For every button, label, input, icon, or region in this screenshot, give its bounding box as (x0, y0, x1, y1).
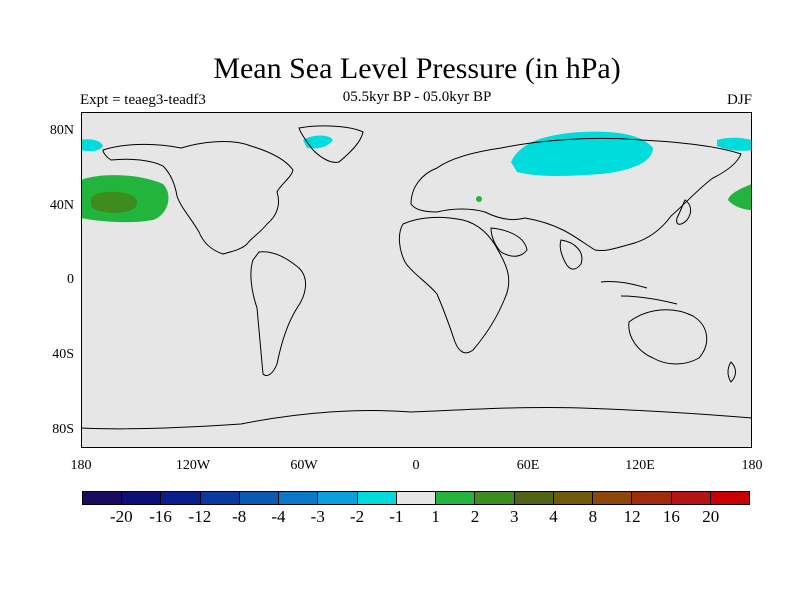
lon-label-120w: 120W (175, 458, 211, 473)
map-title: Mean Sea Level Pressure (in hPa) (213, 52, 621, 85)
lon-label-180w: 180 (70, 458, 92, 473)
colorbar-swatch (396, 492, 437, 504)
world-map (81, 112, 752, 448)
colorbar-label: -20 (109, 507, 133, 526)
coast-japan (676, 199, 692, 225)
colorbar-swatch (436, 492, 476, 504)
colorbar-label: 2 (470, 507, 480, 526)
anomaly-northwest-pacific (728, 184, 752, 210)
colorbar-swatch (83, 492, 123, 504)
colorbar-label: -16 (149, 507, 172, 526)
coast-indonesia (600, 281, 678, 305)
colorbar-label: -2 (349, 507, 365, 526)
colorbar-swatch (357, 492, 397, 504)
coast-new-zealand (727, 361, 736, 383)
lon-label-60e: 60E (516, 458, 540, 473)
colorbar-label: 1 (431, 507, 440, 526)
colorbar-swatch (671, 492, 711, 504)
anomaly-bering (81, 139, 103, 152)
colorbar-label: 8 (588, 507, 598, 526)
coast-africa (398, 216, 510, 354)
colorbar-swatch (632, 492, 672, 504)
colorbar-swatch (279, 492, 319, 504)
colorbar-label: 20 (702, 507, 720, 526)
anomaly-far-east-siberia (717, 137, 752, 151)
colorbar-label: -12 (188, 507, 212, 526)
anomaly-greenland (303, 135, 333, 149)
colorbar-label: 3 (509, 507, 519, 526)
map-background (81, 112, 752, 448)
colorbar-label: 16 (662, 507, 680, 526)
map-plot (81, 112, 752, 448)
lon-label-120e: 120E (625, 458, 655, 473)
map-border (81, 112, 752, 448)
season-label: DJF (726, 92, 752, 108)
colorbar-label: -1 (389, 507, 404, 526)
colorbar-label: 4 (549, 507, 558, 526)
lat-label-40s: 40S (52, 347, 74, 362)
colorbar-swatch (514, 492, 554, 504)
lat-label-40n: 40N (49, 198, 74, 213)
colorbar-swatch (475, 492, 515, 504)
colorbar-swatch (200, 492, 240, 504)
colorbar-swatch (239, 492, 280, 504)
lon-label-180e: 180 (741, 458, 763, 473)
colorbar-label: -4 (271, 507, 286, 526)
coast-arabia-india (490, 227, 583, 270)
anomaly-siberia (511, 131, 653, 176)
colorbar-label: -8 (232, 507, 247, 526)
colorbar-swatch (161, 492, 201, 504)
colorbar-label: -3 (310, 507, 325, 526)
coastlines (81, 125, 752, 430)
coast-south-america (250, 251, 306, 377)
coast-greenland (298, 125, 364, 163)
lon-label-60w: 60W (290, 458, 318, 473)
lat-label-80n: 80N (49, 123, 74, 138)
coast-north-america (102, 141, 294, 255)
experiment-label: Expt = teaeg3-teadf3 (80, 92, 206, 108)
colorbar-swatch (593, 492, 633, 504)
anomaly-black-sea (476, 196, 482, 202)
lat-label-80s: 80S (52, 422, 74, 437)
lon-label-0: 0 (412, 458, 420, 473)
anomaly-north-pacific-core (91, 191, 138, 213)
colorbar-swatch (710, 492, 749, 504)
anomaly-layer (81, 131, 752, 223)
coast-australia (628, 309, 708, 365)
colorbar-label: 12 (623, 507, 641, 526)
coast-antarctica (81, 406, 752, 430)
colorbar-swatch (553, 492, 594, 504)
colorbar-swatch (122, 492, 162, 504)
period-label: 05.5kyr BP - 05.0kyr BP (342, 89, 492, 105)
coast-eurasia (410, 137, 742, 251)
colorbar (82, 491, 750, 505)
colorbar-swatch (318, 492, 358, 504)
lat-label-0: 0 (67, 272, 74, 287)
